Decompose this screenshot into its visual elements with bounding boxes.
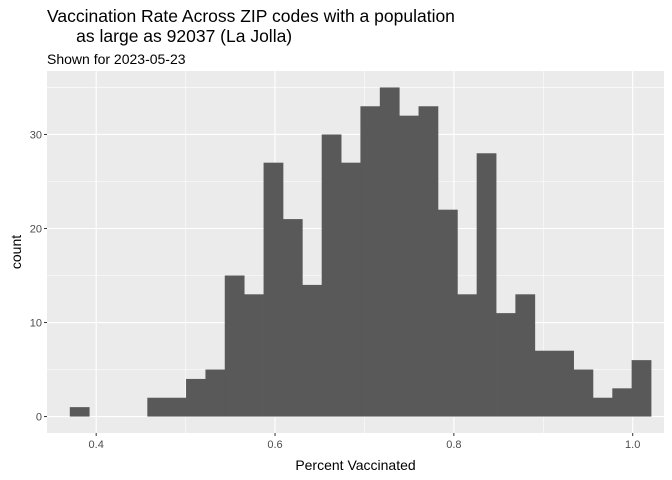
histogram-bar <box>224 275 245 417</box>
histogram-bar <box>631 360 652 417</box>
histogram-bar <box>186 378 206 417</box>
histogram-bar <box>496 313 516 417</box>
chart-subtitle: Shown for 2023-05-23 <box>47 51 186 67</box>
x-tick-label: 0.4 <box>89 439 104 451</box>
histogram-bar <box>205 369 226 417</box>
histogram-bar <box>360 106 381 417</box>
histogram-bar <box>592 397 613 417</box>
histogram-bar <box>282 219 303 417</box>
y-tick-label: 20 <box>30 223 42 235</box>
histogram-bar <box>476 153 497 417</box>
histogram-bar <box>515 294 536 417</box>
histogram-bar <box>612 388 633 417</box>
histogram-bar <box>437 209 458 417</box>
histogram-bar <box>418 106 439 417</box>
histogram-bar <box>69 407 90 417</box>
x-tick-label: 0.6 <box>267 439 282 451</box>
chart-title: Vaccination Rate Across ZIP codes with a… <box>47 6 455 46</box>
y-tick-label: 0 <box>36 412 42 424</box>
y-axis: 0 10 20 30 <box>30 129 47 424</box>
histogram-bar <box>457 294 478 417</box>
histogram-bar <box>399 115 419 417</box>
x-tick-label: 0.8 <box>446 439 461 451</box>
histogram-bar <box>244 294 264 417</box>
histogram-bars <box>69 87 652 417</box>
x-axis-title: Percent Vaccinated <box>295 457 415 473</box>
histogram-bar <box>534 350 555 417</box>
y-axis-title: count <box>8 235 24 269</box>
histogram-bar <box>321 134 342 417</box>
histogram-bar <box>147 397 168 417</box>
histogram-bar <box>302 284 323 417</box>
x-axis: 0.4 0.6 0.8 1.0 <box>89 433 640 451</box>
histogram-bar <box>379 87 400 417</box>
y-tick-label: 30 <box>30 129 42 141</box>
histogram-bar <box>341 162 361 417</box>
x-tick-label: 1.0 <box>625 439 640 451</box>
y-tick-label: 10 <box>30 318 42 330</box>
histogram-bar <box>573 369 594 417</box>
histogram-bar <box>554 350 574 417</box>
histogram-bar <box>166 397 187 417</box>
histogram-bar <box>263 162 284 417</box>
